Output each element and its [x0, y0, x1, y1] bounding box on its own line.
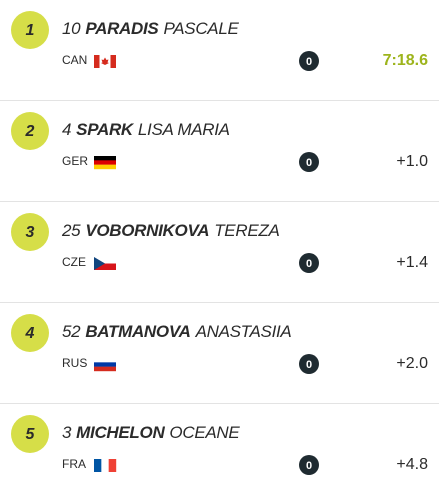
- bib: 3: [62, 423, 72, 442]
- penalties: 0: [306, 460, 312, 472]
- flag-part: [108, 459, 117, 472]
- result: +1.0: [396, 153, 428, 170]
- first-name: LISA MARIA: [138, 120, 230, 139]
- rank: 3: [26, 224, 35, 241]
- athlete-name: 10 PARADIS PASCALE: [62, 19, 239, 38]
- flag-part: [110, 55, 116, 68]
- flag-part: [94, 257, 105, 270]
- rank: 5: [26, 426, 36, 443]
- flag-part: [94, 164, 116, 170]
- penalties: 0: [306, 258, 312, 270]
- flag-part: [94, 358, 116, 363]
- penalty-icon: [299, 455, 319, 475]
- first-name: OCEANE: [169, 423, 240, 442]
- athlete-name: 52 BATMANOVA ANASTASIIA: [62, 322, 291, 341]
- result: +2.0: [396, 355, 428, 372]
- last-name: SPARK: [76, 120, 135, 139]
- athlete-name: 4 SPARK LISA MARIA: [62, 120, 230, 139]
- bib: 52: [62, 322, 81, 341]
- country: CZE: [62, 255, 86, 269]
- flag-part: [101, 459, 109, 472]
- rank-badge: [11, 314, 49, 352]
- penalties: 0: [306, 359, 312, 371]
- result-row: 3 25 VOBORNIKOVA TEREZA CZE 0 +1.4: [0, 213, 439, 303]
- penalty-icon: [299, 152, 319, 172]
- result: 7:18.6: [383, 52, 428, 69]
- flag-part: [94, 362, 116, 367]
- rank-badge: [11, 112, 49, 150]
- result-row: 5 3 MICHELON OCEANE FRA 0 +4.8: [11, 415, 428, 475]
- flag-part: [101, 57, 109, 65]
- result-row: 4 52 BATMANOVA ANASTASIIA RUS 0 +2.0: [0, 314, 439, 404]
- first-name: TEREZA: [214, 221, 279, 240]
- rank: 1: [26, 22, 35, 39]
- penalty-icon: [299, 253, 319, 273]
- flag: [94, 358, 116, 372]
- flag: [94, 156, 116, 170]
- flag: [94, 55, 116, 68]
- result: +4.8: [396, 456, 428, 473]
- rank-badge: [11, 415, 49, 453]
- last-name: MICHELON: [76, 423, 165, 442]
- flag-part: [94, 263, 116, 270]
- rank: 4: [25, 325, 35, 342]
- flag-part: [94, 366, 116, 372]
- result: +1.4: [396, 254, 428, 271]
- athlete-name: 25 VOBORNIKOVA TEREZA: [61, 221, 279, 240]
- result-row: 2 4 SPARK LISA MARIA GER 0 +1.0: [0, 112, 439, 202]
- last-name: BATMANOVA: [85, 322, 190, 341]
- rank-badge: [11, 213, 49, 251]
- bib: 4: [62, 120, 71, 139]
- penalties: 0: [306, 56, 312, 68]
- first-name: ANASTASIIA: [195, 322, 292, 341]
- rank-badge: [11, 11, 49, 49]
- flag-part: [94, 156, 116, 161]
- bib: 10: [62, 19, 81, 38]
- country: FRA: [62, 457, 86, 471]
- bib: 25: [61, 221, 81, 240]
- penalty-icon: [299, 51, 319, 71]
- result-row: 1 10 PARADIS PASCALE CAN 0 7:18.6: [0, 11, 439, 101]
- flag: [94, 257, 116, 270]
- country: RUS: [62, 356, 87, 370]
- rank: 2: [25, 123, 35, 140]
- penalty-icon: [299, 354, 319, 374]
- first-name: PASCALE: [163, 19, 239, 38]
- flag-part: [94, 257, 116, 264]
- country: CAN: [62, 53, 87, 67]
- athlete-name: 3 MICHELON OCEANE: [62, 423, 240, 442]
- flag-part: [94, 55, 100, 68]
- flag-part: [94, 160, 116, 165]
- last-name: VOBORNIKOVA: [85, 221, 209, 240]
- last-name: PARADIS: [85, 19, 159, 38]
- flag-part: [94, 459, 102, 472]
- flag: [94, 459, 117, 472]
- penalties: 0: [306, 157, 312, 169]
- country: GER: [62, 154, 88, 168]
